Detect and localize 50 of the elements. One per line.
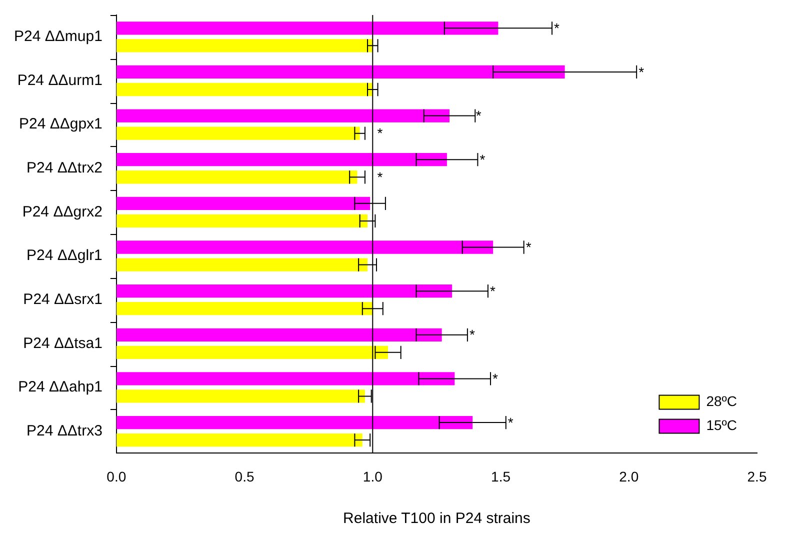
bar: [116, 39, 373, 52]
bar: [116, 65, 565, 79]
bar: [116, 258, 368, 272]
x-tick-label: 1.5: [491, 468, 511, 484]
y-tick-label: P24 ΔΔglr1: [26, 247, 102, 264]
bar: [116, 302, 373, 316]
annotation: *: [554, 20, 560, 36]
legend-label: 28ºC: [706, 393, 737, 410]
bar: [116, 416, 473, 430]
bar: [116, 328, 442, 342]
bar: [116, 22, 498, 35]
x-tick-label: 1.0: [362, 468, 383, 484]
x-tick-label: 2.0: [619, 468, 639, 484]
x-axis-title: Relative T100 in P24 strains: [343, 510, 530, 528]
bar: [116, 390, 365, 403]
bar: [116, 372, 455, 386]
bar: [116, 214, 368, 228]
bar: [116, 284, 452, 298]
bar: [116, 109, 450, 122]
annotation: *: [492, 370, 499, 387]
annotation: *: [526, 239, 532, 256]
annotation: *: [480, 151, 486, 168]
y-tick-label: P24 ΔΔgrx2: [22, 203, 102, 220]
y-tick-label: P24 ΔΔtsa1: [23, 334, 102, 352]
annotation: *: [377, 125, 384, 142]
annotation: *: [469, 326, 476, 343]
y-tick-label: P24 ΔΔtrx3: [26, 422, 102, 440]
y-tick-label: P24 ΔΔtrx2: [26, 160, 102, 177]
annotation: *: [490, 282, 496, 299]
x-tick-label: 0.5: [234, 468, 254, 484]
x-tick-label: 0.0: [106, 468, 126, 484]
y-tick-label: P24 ΔΔahp1: [18, 378, 102, 396]
bar: [116, 346, 388, 359]
bar: [116, 196, 370, 210]
annotation: *: [476, 108, 482, 124]
legend-label: 15ºC: [706, 417, 737, 434]
annotation: *: [508, 414, 514, 430]
y-tick-label: P24 ΔΔmup1: [14, 28, 102, 46]
y-tick-label: P24 ΔΔsrx1: [23, 290, 102, 308]
bar: [116, 170, 358, 184]
bar: [116, 82, 373, 96]
bar: [116, 126, 360, 140]
bar: [116, 153, 447, 166]
annotation: *: [377, 168, 384, 185]
annotation: *: [638, 64, 645, 80]
y-tick-label: P24 ΔΔgpx1: [18, 116, 102, 133]
bar: [116, 433, 362, 447]
bar: [116, 240, 494, 254]
y-tick-label: P24 ΔΔurm1: [17, 72, 102, 89]
x-tick-label: 2.5: [747, 468, 767, 484]
